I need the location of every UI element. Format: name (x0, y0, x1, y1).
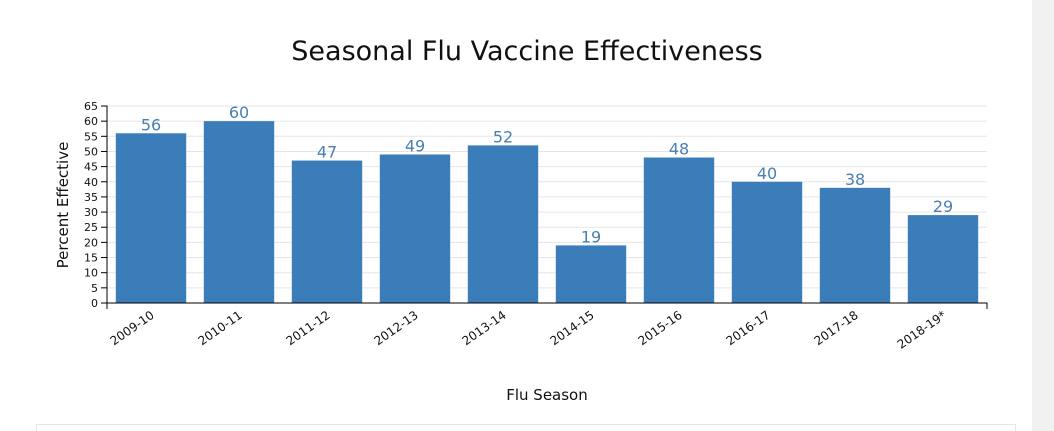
bar-2018-19*[interactable] (907, 215, 979, 303)
y-tick-label: 15 (84, 252, 98, 265)
data-labels-group: 56 60 47 49 52 19 48 40 38 29 (141, 103, 953, 246)
data-label: 48 (669, 140, 689, 159)
bar-2016-17[interactable] (731, 181, 803, 303)
x-axis-line (106, 302, 988, 309)
y-tick-label: 40 (84, 176, 98, 189)
data-label: 19 (581, 227, 601, 246)
x-tick-label: 2012-13 (372, 308, 421, 348)
data-label: 29 (933, 197, 953, 216)
y-tick-label: 10 (84, 267, 98, 280)
y-tick-label: 25 (84, 221, 98, 234)
y-axis: 0 5 10 15 20 25 30 35 40 45 50 55 60 65 (84, 100, 108, 310)
bar-2017-18[interactable] (819, 187, 891, 303)
y-tick-label: 50 (84, 145, 98, 158)
data-label: 60 (229, 103, 249, 122)
y-tick-label: 0 (91, 297, 98, 310)
x-tick-label: 2013-14 (460, 308, 509, 348)
y-tick-label: 20 (84, 236, 98, 249)
y-tick-label: 55 (84, 130, 98, 143)
bar-2013-14[interactable] (467, 145, 539, 303)
y-axis-line (101, 105, 108, 304)
y-tick-label: 35 (84, 191, 98, 204)
x-tick-label: 2014-15 (548, 308, 597, 348)
data-label: 56 (141, 115, 161, 134)
bars-group (115, 121, 979, 304)
bar-2012-13[interactable] (379, 154, 451, 303)
x-tick-label: 2016-17 (724, 308, 773, 348)
content-panel-edge (36, 424, 1016, 431)
bar-chart: Seasonal Flu Vaccine Effectiveness 56 60 4… (54, 36, 988, 404)
bar-2015-16[interactable] (643, 157, 715, 303)
data-label: 40 (757, 164, 777, 183)
y-tick-label: 30 (84, 206, 98, 219)
x-tick-label: 2015-16 (636, 308, 685, 348)
x-axis-title: Flu Season (506, 386, 588, 404)
data-label: 47 (317, 143, 337, 162)
bar-2009-10[interactable] (115, 133, 187, 303)
bar-2010-11[interactable] (203, 121, 275, 304)
bar-2011-12[interactable] (291, 160, 363, 303)
chart-title: Seasonal Flu Vaccine Effectiveness (291, 36, 762, 67)
y-tick-label: 60 (84, 115, 98, 128)
y-axis-title: Percent Effective (54, 142, 72, 269)
x-axis: 2009-10 2010-11 2011-12 2012-13 2013-14 2014-… (106, 302, 988, 352)
bar-2014-15[interactable] (555, 245, 627, 303)
x-tick-label: 2011-12 (284, 308, 333, 348)
scrollbar-gutter[interactable] (1032, 0, 1054, 431)
data-label: 52 (493, 127, 513, 146)
x-tick-label: 2009-10 (108, 308, 157, 348)
x-tick-label: 2018-19* (895, 308, 949, 352)
data-label: 49 (405, 136, 425, 155)
y-tick-label: 65 (84, 100, 98, 113)
y-tick-label: 45 (84, 161, 98, 174)
x-tick-label: 2010-11 (196, 308, 245, 348)
x-tick-label: 2017-18 (812, 308, 861, 348)
y-tick-label: 5 (91, 282, 98, 295)
data-label: 38 (845, 170, 865, 189)
